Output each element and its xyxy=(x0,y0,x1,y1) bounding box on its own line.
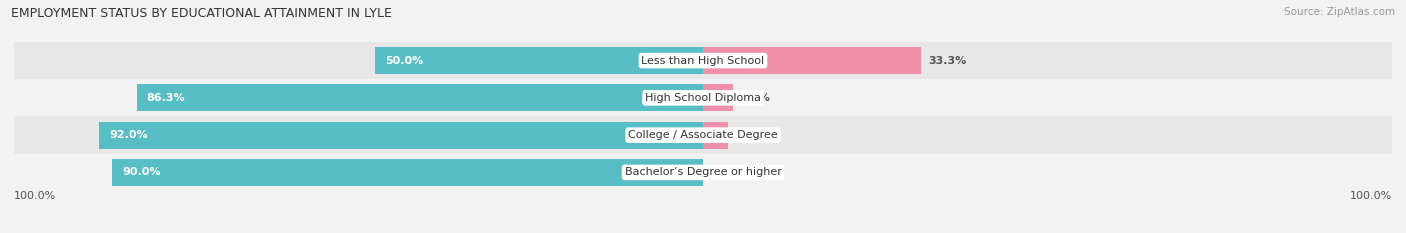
Text: 3.8%: 3.8% xyxy=(734,130,765,140)
Bar xyxy=(14,116,1392,154)
Text: 50.0%: 50.0% xyxy=(385,56,423,65)
Bar xyxy=(14,79,1392,116)
Bar xyxy=(703,122,728,149)
Text: 33.3%: 33.3% xyxy=(928,56,966,65)
Text: Less than High School: Less than High School xyxy=(641,56,765,65)
Text: 86.3%: 86.3% xyxy=(146,93,186,103)
Bar xyxy=(100,122,703,149)
Bar xyxy=(136,84,703,111)
Text: 4.5%: 4.5% xyxy=(740,93,770,103)
Text: 90.0%: 90.0% xyxy=(122,168,160,177)
Bar xyxy=(375,47,703,74)
Text: 100.0%: 100.0% xyxy=(1350,191,1392,201)
Text: Bachelor’s Degree or higher: Bachelor’s Degree or higher xyxy=(624,168,782,177)
Bar xyxy=(703,47,921,74)
Text: 0.0%: 0.0% xyxy=(710,168,740,177)
Bar xyxy=(703,84,733,111)
Text: Source: ZipAtlas.com: Source: ZipAtlas.com xyxy=(1284,7,1395,17)
Bar xyxy=(112,159,703,186)
Bar xyxy=(14,154,1392,191)
Text: EMPLOYMENT STATUS BY EDUCATIONAL ATTAINMENT IN LYLE: EMPLOYMENT STATUS BY EDUCATIONAL ATTAINM… xyxy=(11,7,392,20)
Text: College / Associate Degree: College / Associate Degree xyxy=(628,130,778,140)
Text: 100.0%: 100.0% xyxy=(14,191,56,201)
Text: High School Diploma: High School Diploma xyxy=(645,93,761,103)
Text: 92.0%: 92.0% xyxy=(110,130,148,140)
Bar xyxy=(14,42,1392,79)
